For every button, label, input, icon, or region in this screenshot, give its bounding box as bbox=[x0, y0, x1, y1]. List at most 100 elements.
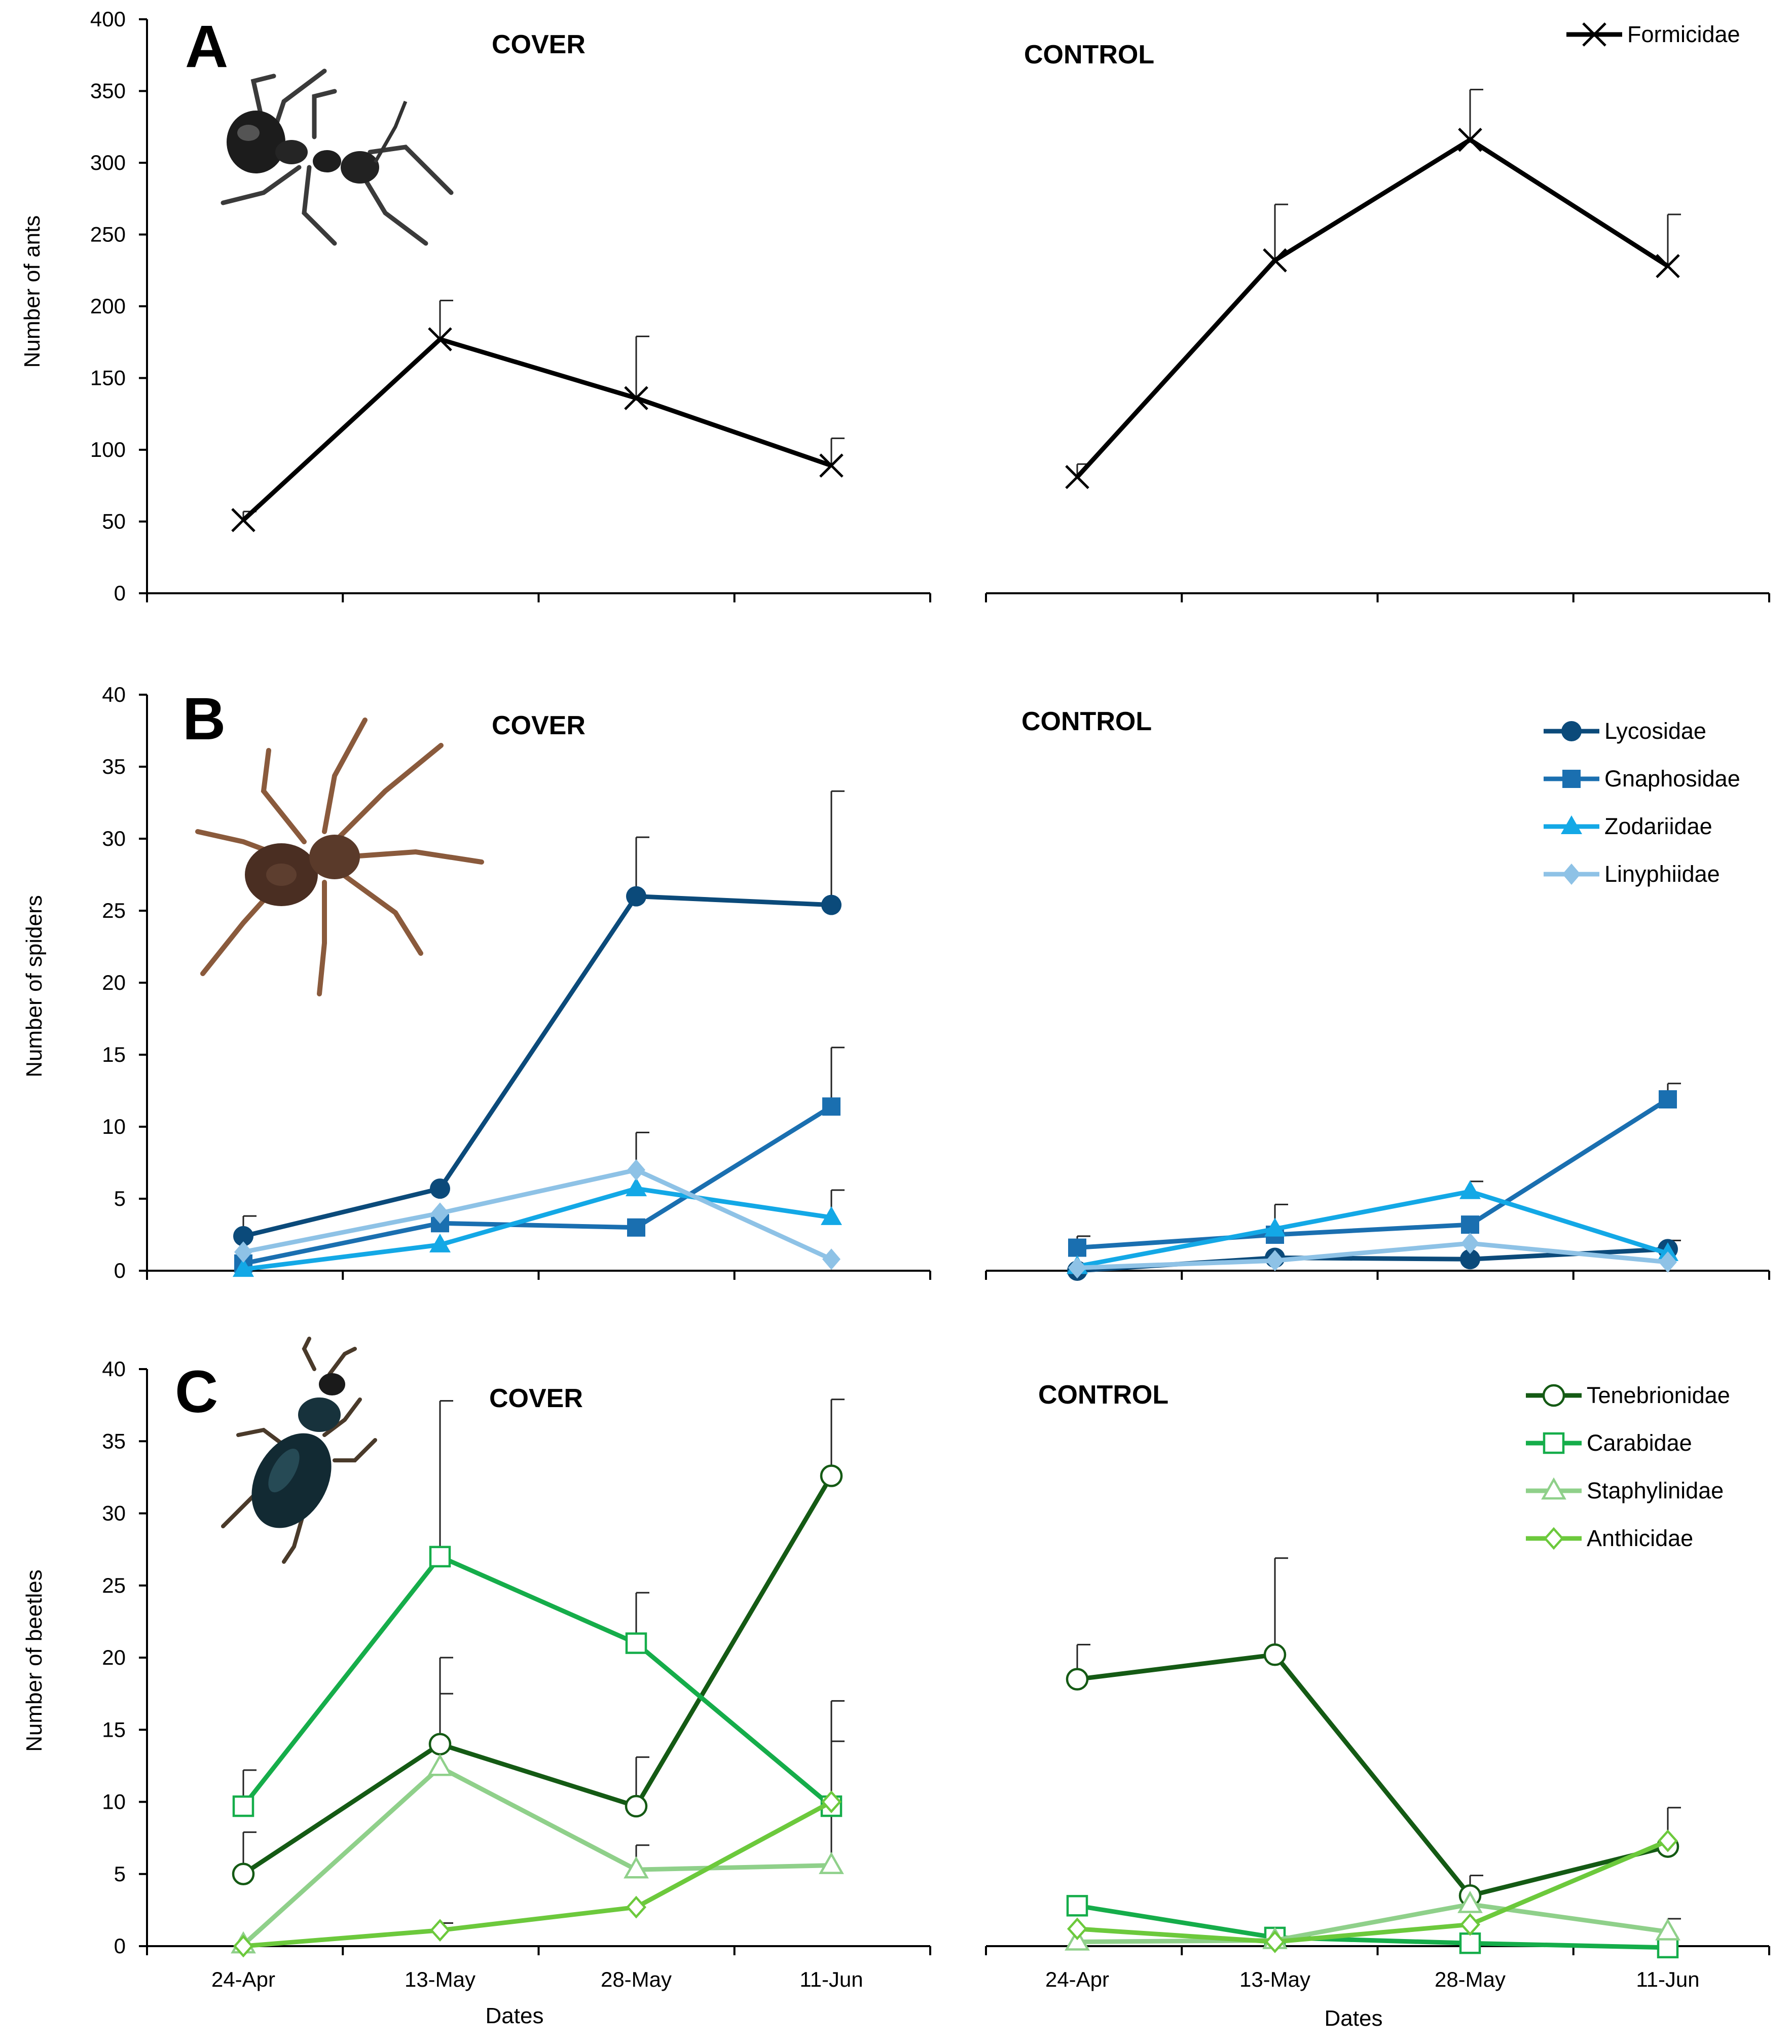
point-tenebrionidae bbox=[625, 1795, 648, 1818]
legend-b: Lycosidae Gnaphosidae Zodariidae Linyphiida… bbox=[1544, 718, 1740, 887]
point-anthicidae bbox=[626, 1895, 647, 1919]
series-line-tenebrionidae bbox=[1077, 1652, 1669, 1898]
title-c-control: CONTROL bbox=[1038, 1380, 1168, 1410]
y-tick-label: 40 bbox=[102, 1357, 126, 1381]
subplot-a-control bbox=[985, 89, 1770, 602]
point-staphylinidae bbox=[819, 1852, 844, 1874]
point-formicidae bbox=[624, 386, 648, 410]
y-tick-label: 300 bbox=[90, 151, 126, 174]
series-line-carabidae bbox=[1077, 1903, 1668, 1950]
point-anthicidae bbox=[821, 1790, 842, 1813]
x-tick-label: 28-May bbox=[1435, 1967, 1506, 1991]
subplot-b-cover bbox=[146, 790, 931, 1280]
point-formicidae bbox=[428, 327, 452, 351]
point-carabidae bbox=[232, 1795, 254, 1817]
y-tick-label: 250 bbox=[90, 223, 126, 246]
subplot-c-cover: 24-Apr 13-May 28-May 11-Jun bbox=[146, 1398, 931, 1991]
y-tick-label: 25 bbox=[102, 1573, 126, 1597]
subplot-b-control bbox=[985, 1083, 1770, 1281]
subplot-c-control: 24-Apr 13-May 28-May 11-Jun bbox=[985, 1557, 1770, 1991]
legend-marker bbox=[1542, 1384, 1565, 1407]
ant-icon bbox=[221, 68, 454, 246]
point-tenebrionidae bbox=[428, 1733, 452, 1755]
point-lycosidae bbox=[1460, 1249, 1480, 1270]
legend-marker bbox=[1561, 815, 1582, 834]
ylabel-b: Number of spiders bbox=[22, 895, 47, 1077]
point-lycosidae bbox=[233, 1226, 253, 1246]
panel-a: 0 50 100 150 200 250 300 350 400 Formicidae bbox=[90, 7, 1770, 605]
point-carabidae bbox=[625, 1632, 647, 1654]
x-tick-label: 11-Jun bbox=[1636, 1967, 1699, 1991]
y-tick-label: 0 bbox=[114, 1259, 126, 1282]
legend-a: Formicidae bbox=[1566, 21, 1740, 47]
series-line-anthicidae bbox=[1077, 1839, 1669, 1944]
point-anthicidae bbox=[429, 1919, 451, 1942]
title-b-control: CONTROL bbox=[1021, 707, 1152, 736]
x-tick-label: 24-Apr bbox=[211, 1967, 275, 1991]
y-tick-label: 20 bbox=[102, 971, 126, 994]
x-tick-label: 11-Jun bbox=[799, 1967, 863, 1991]
y-tick-label: 15 bbox=[102, 1717, 126, 1741]
y-tick-label: 35 bbox=[102, 755, 126, 778]
point-zodariidae bbox=[429, 1233, 451, 1252]
legend-label-lycosidae: Lycosidae bbox=[1604, 718, 1706, 744]
point-formicidae bbox=[1656, 254, 1680, 278]
y-tick-label: 400 bbox=[90, 7, 126, 31]
point-gnaphosidae bbox=[627, 1218, 645, 1237]
series-line-staphylinidae bbox=[241, 1765, 832, 1947]
legend-marker bbox=[1562, 770, 1581, 788]
point-anthicidae bbox=[1459, 1913, 1481, 1936]
legend-label-anthicidae: Anthicidae bbox=[1587, 1525, 1693, 1551]
subplot-a-cover bbox=[146, 300, 931, 602]
y-tick-label: 0 bbox=[114, 581, 126, 605]
point-zodariidae bbox=[626, 1177, 647, 1197]
y-tick-label: 50 bbox=[102, 510, 126, 533]
series-line-linyphiidae bbox=[1077, 1241, 1668, 1270]
ylabel-c: Number of beetles bbox=[22, 1569, 47, 1752]
xlabel-c-cover: Dates bbox=[486, 2003, 544, 2028]
point-zodariidae bbox=[1264, 1217, 1286, 1237]
point-anthicidae bbox=[233, 1934, 254, 1958]
legend-label-staphylinidae: Staphylinidae bbox=[1587, 1478, 1724, 1503]
point-staphylinidae bbox=[624, 1856, 649, 1879]
point-zodariidae bbox=[821, 1206, 842, 1225]
point-anthicidae bbox=[1067, 1917, 1088, 1941]
y-tick-label: 15 bbox=[102, 1043, 126, 1066]
x-tick-label: 28-May bbox=[601, 1967, 672, 1991]
y-tick-label: 350 bbox=[90, 79, 126, 103]
y-tick-label: 20 bbox=[102, 1645, 126, 1669]
point-tenebrionidae bbox=[1263, 1643, 1287, 1666]
point-staphylinidae bbox=[1655, 1918, 1680, 1941]
point-linyphiidae bbox=[431, 1202, 449, 1224]
point-tenebrionidae bbox=[232, 1862, 255, 1885]
point-linyphiidae bbox=[822, 1248, 840, 1270]
panel-c: 0 5 10 15 20 25 30 35 40 24-Apr 13-May 28-May 11-Jun… bbox=[102, 1357, 1770, 1991]
ylabel-a: Number of ants bbox=[20, 216, 45, 368]
y-tick-label: 5 bbox=[114, 1187, 126, 1210]
series-line-linyphiidae bbox=[243, 1167, 832, 1262]
spider-icon bbox=[195, 718, 484, 996]
point-gnaphosidae bbox=[1461, 1215, 1479, 1234]
x-tick-label: 24-Apr bbox=[1045, 1967, 1109, 1991]
title-a-cover: COVER bbox=[492, 30, 586, 59]
panel-label-b: B bbox=[182, 686, 226, 752]
point-formicidae bbox=[1065, 465, 1089, 489]
point-zodariidae bbox=[1459, 1180, 1481, 1199]
legend-label-linyphiidae: Linyphiidae bbox=[1604, 861, 1720, 887]
legend-c: Tenebrionidae Carabidae Staphylinidae Anthi… bbox=[1526, 1382, 1730, 1551]
point-linyphiidae bbox=[234, 1241, 252, 1263]
point-lycosidae bbox=[821, 894, 842, 915]
x-tick-label: 13-May bbox=[405, 1967, 476, 1991]
series-line-lycosidae bbox=[242, 894, 832, 1239]
series-line-zodariidae bbox=[243, 1186, 832, 1272]
series-line-carabidae bbox=[241, 1554, 833, 1808]
point-linyphiidae bbox=[1659, 1251, 1677, 1273]
point-linyphiidae bbox=[627, 1159, 645, 1181]
point-carabidae bbox=[1459, 1932, 1481, 1954]
series-line-gnaphosidae bbox=[243, 1104, 833, 1266]
charts-layer: 050100150200250300350400Formicidae051015… bbox=[90, 7, 1770, 1991]
panel-label-a: A bbox=[185, 13, 228, 80]
series-line-formicidae bbox=[241, 337, 832, 522]
y-tick-label: 5 bbox=[114, 1862, 126, 1886]
